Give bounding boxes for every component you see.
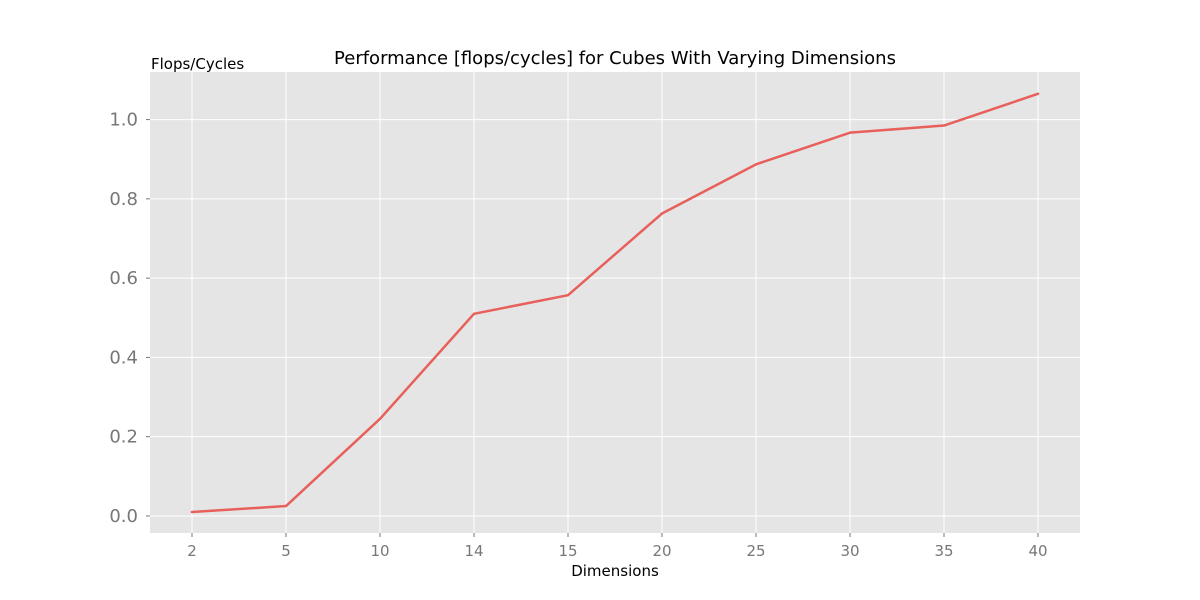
data-point xyxy=(472,312,476,315)
grid xyxy=(150,72,1080,533)
x-tick-label: 25 xyxy=(746,542,765,560)
x-tick-label: 30 xyxy=(840,542,859,560)
y-tick-label: 0.8 xyxy=(109,189,138,210)
x-tick-label: 2 xyxy=(187,542,197,560)
y-tick-label: 1.0 xyxy=(109,110,138,131)
x-tick-label: 35 xyxy=(934,542,953,560)
series-line xyxy=(190,92,1040,514)
x-tick-label: 5 xyxy=(281,542,291,560)
y-tick-label: 0.6 xyxy=(109,268,138,289)
y-tick-label: 0.2 xyxy=(109,427,138,448)
x-axis-label: Dimensions xyxy=(571,562,659,580)
plot-background xyxy=(150,72,1080,533)
x-tick-label: 15 xyxy=(558,542,577,560)
data-point xyxy=(1036,92,1040,96)
data-point xyxy=(848,131,852,134)
data-point xyxy=(190,510,194,514)
data-point xyxy=(378,417,382,421)
x-tick-label: 40 xyxy=(1028,542,1047,560)
chart-title: Performance [flops/cycles] for Cubes Wit… xyxy=(334,48,896,69)
y-axis-ticks: 0.0 0.2 0.4 0.6 0.8 1.0 xyxy=(109,110,150,527)
data-point xyxy=(660,212,664,215)
data-point xyxy=(942,124,946,127)
series-layer xyxy=(190,92,1040,514)
x-tick-label: 14 xyxy=(464,542,483,560)
x-axis-ticks: 2 5 10 14 15 20 25 30 35 40 xyxy=(187,533,1048,560)
y-tick-label: 0.4 xyxy=(109,347,138,368)
data-point xyxy=(566,293,570,297)
x-tick-label: 10 xyxy=(370,542,389,560)
y-axis-label: Flops/Cycles xyxy=(151,55,244,73)
x-tick-label: 20 xyxy=(652,542,671,560)
data-point xyxy=(284,504,288,508)
y-tick-label: 0.0 xyxy=(109,506,138,527)
data-point xyxy=(754,163,758,166)
